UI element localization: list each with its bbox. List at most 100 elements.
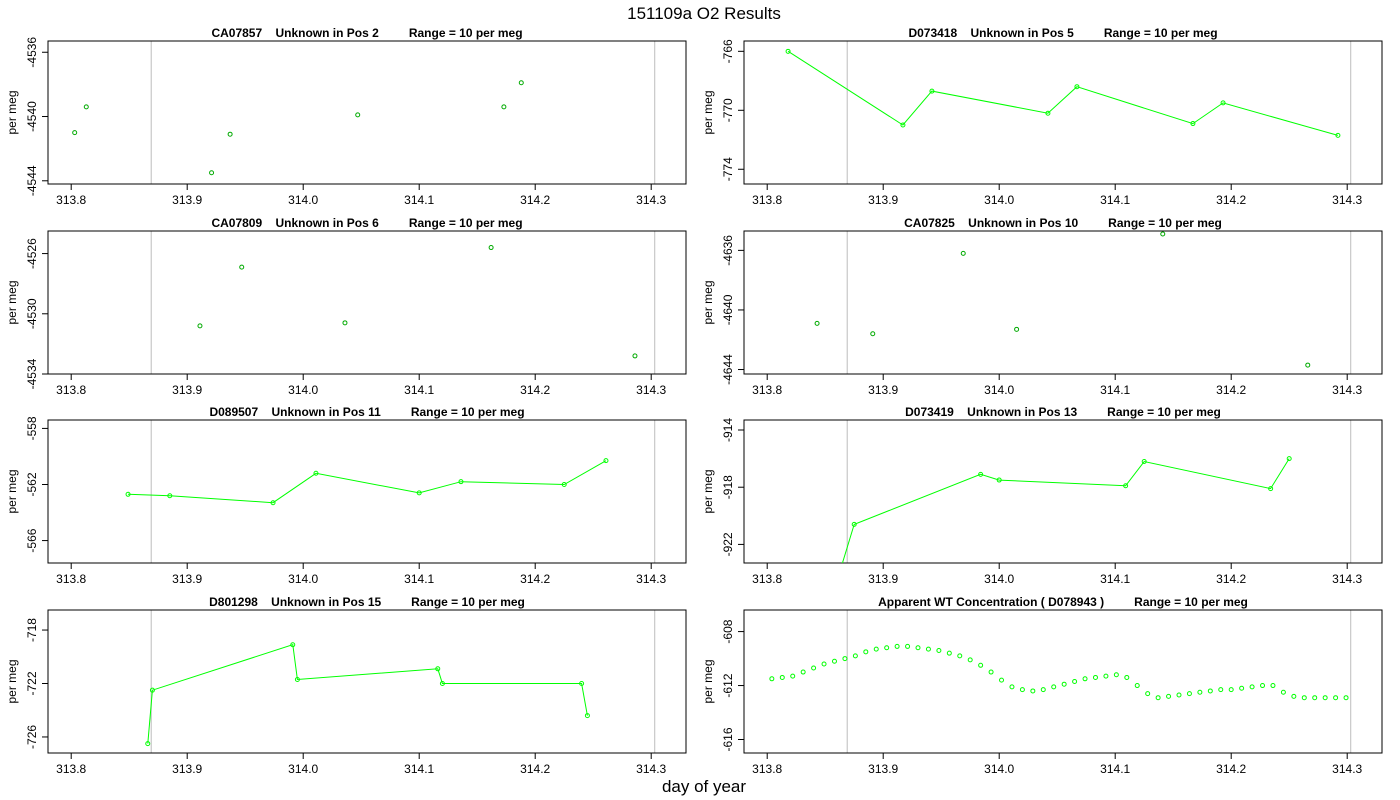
- data-point: [439, 681, 445, 687]
- y-tick-label: -914: [721, 418, 735, 442]
- data-point: [999, 677, 1005, 683]
- data-point: [925, 646, 931, 652]
- y-tick-label: -4530: [25, 298, 39, 329]
- data-point: [1145, 691, 1151, 697]
- x-tick-label: 314.3: [1332, 572, 1362, 586]
- data-point: [1074, 84, 1080, 90]
- panel-3: CA07809 Unknown in Pos 6 Range = 10 per …: [5, 216, 687, 397]
- data-point: [209, 170, 215, 176]
- data-point: [1019, 687, 1025, 693]
- series-line: [841, 458, 1290, 563]
- data-point: [579, 681, 585, 687]
- series: [145, 642, 590, 747]
- panel-1: CA07857 Unknown in Pos 2 Range = 10 per …: [5, 26, 687, 207]
- x-tick-label: 314.1: [404, 383, 434, 397]
- data-point: [863, 649, 869, 655]
- data-point: [1061, 681, 1067, 687]
- data-point: [1260, 683, 1266, 689]
- y-tick-label: -4636: [721, 235, 735, 266]
- data-point: [1239, 685, 1245, 691]
- data-point: [1014, 326, 1020, 332]
- x-tick-label: 314.1: [1100, 193, 1130, 207]
- x-tick-label: 313.8: [56, 193, 86, 207]
- x-tick-label: 313.8: [56, 762, 86, 776]
- plot-frame: [743, 40, 1383, 185]
- x-tick-label: 313.9: [172, 572, 202, 586]
- data-point: [1280, 689, 1286, 695]
- data-point: [1249, 684, 1255, 690]
- y-tick-label: -770: [721, 98, 735, 122]
- data-point: [1333, 695, 1339, 701]
- data-point: [1072, 679, 1078, 684]
- panel-title: CA07857 Unknown in Pos 2 Range = 10 per …: [211, 26, 522, 40]
- y-tick-label: -612: [721, 673, 735, 697]
- data-point: [900, 122, 906, 128]
- panels: CA07857 Unknown in Pos 2 Range = 10 per …: [5, 26, 1383, 776]
- data-point: [905, 643, 911, 649]
- plot-frame: [47, 40, 687, 185]
- data-point: [978, 662, 984, 668]
- x-tick-label: 314.3: [1332, 193, 1362, 207]
- y-axis-label: per meg: [701, 280, 715, 324]
- y-axis-label: per meg: [701, 90, 715, 134]
- x-tick-label: 313.9: [868, 383, 898, 397]
- data-point: [1190, 121, 1196, 127]
- data-point: [852, 653, 858, 659]
- x-tick-label: 314.0: [288, 383, 318, 397]
- data-point: [811, 665, 817, 671]
- data-point: [1045, 110, 1051, 116]
- data-point: [561, 481, 567, 487]
- data-point: [1166, 693, 1172, 699]
- data-point: [1322, 695, 1328, 701]
- x-tick-label: 314.0: [984, 193, 1014, 207]
- y-tick-label: -726: [25, 725, 39, 749]
- data-point: [870, 331, 876, 337]
- data-point: [149, 687, 155, 693]
- x-tick-label: 314.0: [984, 572, 1014, 586]
- data-point: [1301, 695, 1307, 701]
- data-point: [83, 104, 89, 110]
- data-point: [1176, 692, 1182, 698]
- x-tick-label: 314.3: [636, 383, 666, 397]
- data-point: [270, 500, 276, 506]
- panel-title: D073419 Unknown in Pos 13 Range = 10 per…: [905, 405, 1221, 419]
- y-tick-label: -718: [25, 618, 39, 642]
- data-point: [197, 323, 203, 329]
- data-point: [239, 264, 245, 270]
- y-tick-label: -608: [721, 619, 735, 643]
- data-point: [72, 130, 78, 136]
- series: [72, 80, 524, 176]
- x-tick-label: 314.1: [1100, 572, 1130, 586]
- data-point: [1286, 456, 1292, 462]
- y-tick-label: -918: [721, 475, 735, 499]
- x-tick-label: 314.0: [984, 762, 1014, 776]
- x-tick-label: 313.8: [56, 572, 86, 586]
- data-point: [779, 674, 785, 680]
- data-point: [1335, 132, 1341, 138]
- y-axis-label: per meg: [701, 469, 715, 513]
- data-point: [584, 713, 590, 719]
- data-point: [1092, 674, 1098, 680]
- panel-6: D073419 Unknown in Pos 13 Range = 10 per…: [701, 405, 1383, 586]
- y-tick-label: -566: [25, 528, 39, 552]
- x-tick-label: 313.9: [172, 762, 202, 776]
- panel-title: D801298 Unknown in Pos 15 Range = 10 per…: [209, 595, 525, 609]
- y-tick-label: -4526: [25, 238, 39, 269]
- data-point: [996, 477, 1002, 483]
- series: [197, 245, 638, 359]
- x-tick-label: 313.8: [752, 383, 782, 397]
- data-point: [1030, 688, 1036, 694]
- data-point: [960, 250, 966, 256]
- data-point: [1103, 673, 1109, 679]
- x-tick-label: 313.8: [752, 193, 782, 207]
- y-tick-label: -616: [721, 727, 735, 751]
- series: [769, 643, 1349, 701]
- panel-title: Apparent WT Concentration ( D078943 ) Ra…: [878, 595, 1248, 609]
- series-line: [147, 644, 588, 744]
- data-point: [1220, 100, 1226, 106]
- data-point: [814, 320, 820, 326]
- y-tick-label: -4544: [25, 165, 39, 196]
- plot-frame: [743, 230, 1383, 375]
- panel-2: D073418 Unknown in Pos 5 Range = 10 per …: [701, 26, 1383, 207]
- data-point: [488, 245, 494, 251]
